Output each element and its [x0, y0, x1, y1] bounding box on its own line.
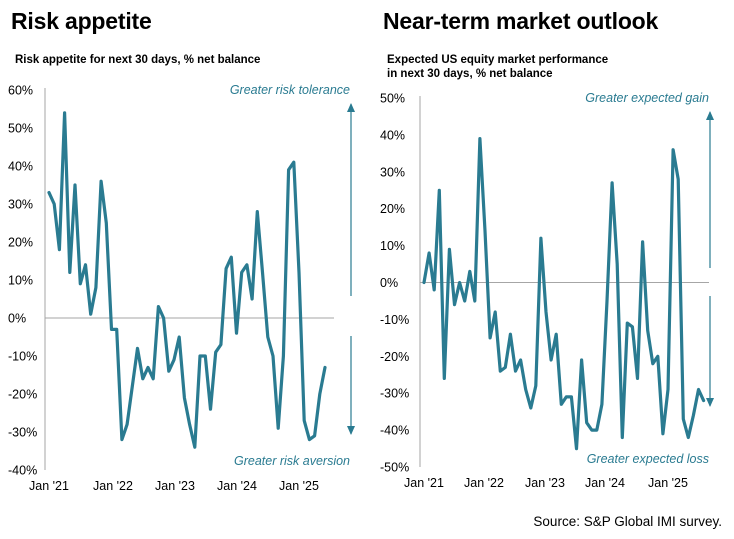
series-line [422, 137, 706, 451]
x-tick-label: Jan '25 [648, 476, 688, 490]
y-tick-label: -40% [8, 464, 37, 478]
source-note: Source: S&P Global IMI survey. [533, 514, 722, 529]
y-tick-label: 50% [380, 92, 405, 106]
left-chart-subtitle: Risk appetite for next 30 days, % net ba… [15, 54, 261, 66]
arrow-top-label: Greater expected gain [585, 91, 709, 105]
x-tick-label: Jan '22 [93, 479, 133, 493]
y-tick-label: 0% [380, 276, 398, 290]
arrow-bottom-label: Greater risk aversion [234, 454, 350, 468]
x-tick-label: Jan '21 [404, 476, 444, 490]
series-line [47, 111, 327, 449]
down-arrow-head [347, 426, 355, 435]
x-tick-label: Jan '23 [155, 479, 195, 493]
y-tick-label: 0% [8, 312, 26, 326]
x-tick-label: Jan '23 [525, 476, 565, 490]
right-chart-subtitle: Expected US equity market performance in… [387, 53, 608, 81]
up-arrow-head [347, 103, 355, 112]
x-tick-label: Jan '24 [585, 476, 625, 490]
y-tick-label: -10% [8, 350, 37, 364]
right-chart-subtitle-line-1: Expected US equity market performance [387, 54, 609, 66]
y-tick-label: 10% [380, 239, 405, 253]
y-tick-label: 30% [8, 198, 33, 212]
y-tick-label: -30% [8, 426, 37, 440]
y-tick-label: -20% [8, 388, 37, 402]
y-tick-label: 10% [8, 274, 33, 288]
y-tick-label: -10% [380, 313, 409, 327]
y-tick-label: 40% [380, 128, 405, 142]
y-tick-label: -40% [380, 424, 409, 438]
right-chart-subtitle-line-2: in next 30 days, % net balance [387, 68, 553, 80]
arrow-top-label: Greater risk tolerance [230, 83, 350, 97]
y-tick-label: 60% [8, 84, 33, 98]
y-tick-label: -50% [380, 461, 409, 475]
y-tick-label: 30% [380, 165, 405, 179]
x-tick-label: Jan '24 [217, 479, 257, 493]
x-tick-label: Jan '22 [464, 476, 504, 490]
y-tick-label: -20% [380, 350, 409, 364]
x-tick-label: Jan '21 [29, 479, 69, 493]
y-tick-label: -30% [380, 387, 409, 401]
y-tick-label: 40% [8, 160, 33, 174]
arrow-bottom-label: Greater expected loss [587, 452, 709, 466]
y-tick-label: 50% [8, 122, 33, 136]
left-chart-title: Risk appetite [11, 8, 152, 34]
x-tick-label: Jan '25 [279, 479, 319, 493]
right-chart-title: Near-term market outlook [383, 8, 659, 34]
y-tick-label: 20% [380, 202, 405, 216]
y-tick-label: 20% [8, 236, 33, 250]
down-arrow-head [706, 398, 714, 407]
up-arrow-head [706, 111, 714, 120]
